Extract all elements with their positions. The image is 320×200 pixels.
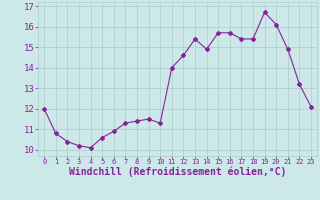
X-axis label: Windchill (Refroidissement éolien,°C): Windchill (Refroidissement éolien,°C) [69, 167, 286, 177]
